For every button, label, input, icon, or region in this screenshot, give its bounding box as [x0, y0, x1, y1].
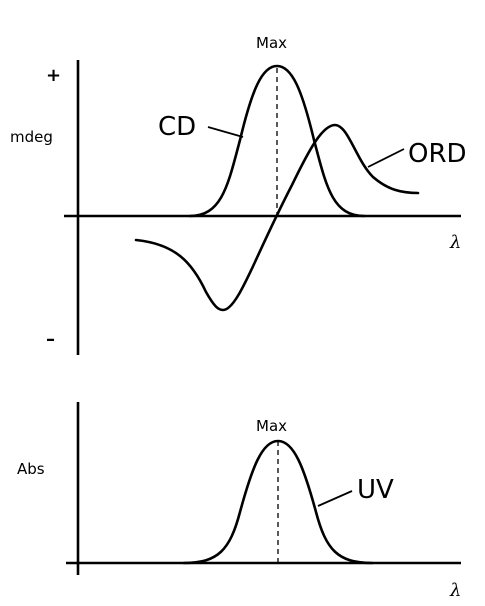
abs-label: Abs [17, 460, 45, 478]
minus-sign: – [46, 329, 55, 350]
uv-label: UV [357, 475, 394, 505]
cd-curve [188, 64, 366, 218]
plus-sign: + [46, 65, 61, 86]
ord-curve [134, 123, 420, 312]
top-x-label: λ [449, 232, 461, 253]
bottom-x-label: λ [449, 580, 461, 601]
cd-label: CD [158, 112, 196, 142]
bottom-panel: Abs λ Max UV [17, 402, 461, 601]
top-max-label: Max [256, 34, 287, 52]
uv-curve [182, 439, 374, 565]
uv-leader [317, 490, 353, 507]
top-panel: + mdeg – λ Max CD ORD [10, 34, 467, 355]
ord-leader [367, 148, 405, 168]
y-unit-label: mdeg [10, 128, 53, 146]
bottom-max-label: Max [256, 417, 287, 435]
cd-leader [207, 126, 244, 138]
ord-label: ORD [408, 139, 467, 169]
